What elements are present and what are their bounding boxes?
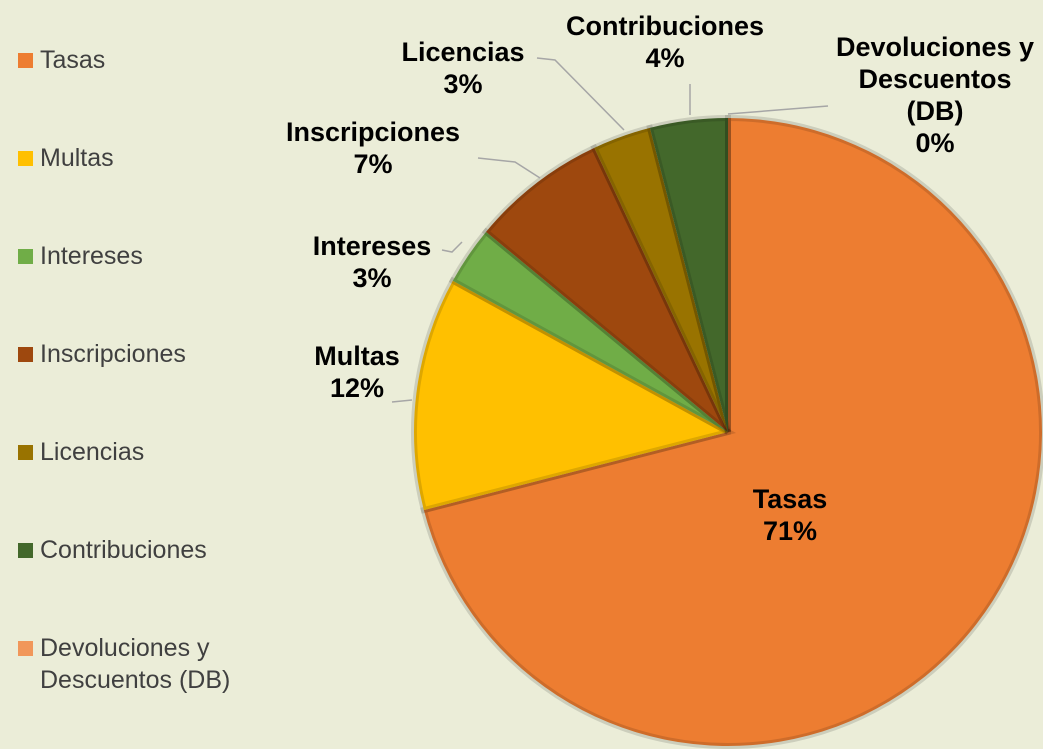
data-label: Intereses 3% bbox=[313, 230, 432, 294]
legend-label: Multas bbox=[40, 144, 114, 172]
legend-swatch bbox=[18, 53, 33, 68]
leader-line bbox=[536, 57, 625, 131]
data-label-value: 12% bbox=[329, 373, 385, 403]
legend-item: Contribuciones bbox=[18, 534, 275, 566]
legend-item: Tasas bbox=[18, 44, 275, 76]
data-label: Tasas 71% bbox=[753, 483, 828, 547]
legend-swatch bbox=[18, 347, 33, 362]
leader-line bbox=[441, 241, 463, 253]
legend-label: Inscripciones bbox=[40, 340, 186, 368]
legend-item: Licencias bbox=[18, 436, 275, 468]
legend-label: Licencias bbox=[40, 438, 145, 466]
data-label-value: 7% bbox=[353, 149, 393, 179]
leader-line bbox=[727, 105, 829, 115]
legend-label: Tasas bbox=[40, 46, 106, 74]
data-label-value: 3% bbox=[352, 263, 392, 293]
legend-swatch bbox=[18, 249, 33, 264]
legend-label: Intereses bbox=[40, 242, 143, 270]
pie-slice bbox=[448, 227, 730, 435]
leader-line bbox=[477, 157, 541, 179]
data-label-value: 4% bbox=[645, 43, 685, 73]
data-label-name: Tasas bbox=[752, 484, 828, 514]
legend-swatch bbox=[18, 445, 33, 460]
data-label: Contribuciones 4% bbox=[566, 10, 764, 74]
data-label-name: Inscripciones bbox=[285, 117, 461, 147]
leader-line bbox=[391, 399, 413, 403]
legend-item: Intereses bbox=[18, 240, 275, 272]
data-label-name: Devoluciones y Descuentos (DB) bbox=[835, 32, 1035, 126]
legend-swatch bbox=[18, 151, 33, 166]
pie-slice bbox=[411, 276, 737, 514]
data-label-name: Contribuciones bbox=[565, 11, 765, 41]
slices bbox=[411, 114, 1043, 749]
legend-item: Inscripciones bbox=[18, 338, 275, 370]
data-label-name: Licencias bbox=[401, 37, 525, 67]
data-label-name: Intereses bbox=[312, 231, 432, 261]
legend-item: Devoluciones y Descuentos (DB) bbox=[18, 632, 275, 696]
data-label-value: 3% bbox=[443, 69, 483, 99]
legend-swatch bbox=[18, 543, 33, 558]
data-label: Multas 12% bbox=[314, 340, 400, 404]
pie-slice bbox=[590, 124, 731, 434]
data-label: Licencias 3% bbox=[401, 36, 524, 100]
data-label-value: 71% bbox=[762, 516, 818, 546]
data-label-name: Multas bbox=[314, 341, 400, 371]
pie-slice bbox=[420, 114, 1043, 749]
legend-label: Devoluciones y Descuentos (DB) bbox=[40, 634, 231, 694]
legend-label: Contribuciones bbox=[40, 536, 207, 564]
pie-slice bbox=[481, 143, 731, 435]
data-label: Inscripciones 7% bbox=[286, 116, 460, 180]
pie-slice bbox=[646, 114, 731, 433]
data-label-value: 0% bbox=[915, 128, 955, 158]
legend-item: Multas bbox=[18, 142, 275, 174]
data-label: Devoluciones y Descuentos (DB) 0% bbox=[835, 31, 1035, 159]
legend-swatch bbox=[18, 641, 33, 656]
